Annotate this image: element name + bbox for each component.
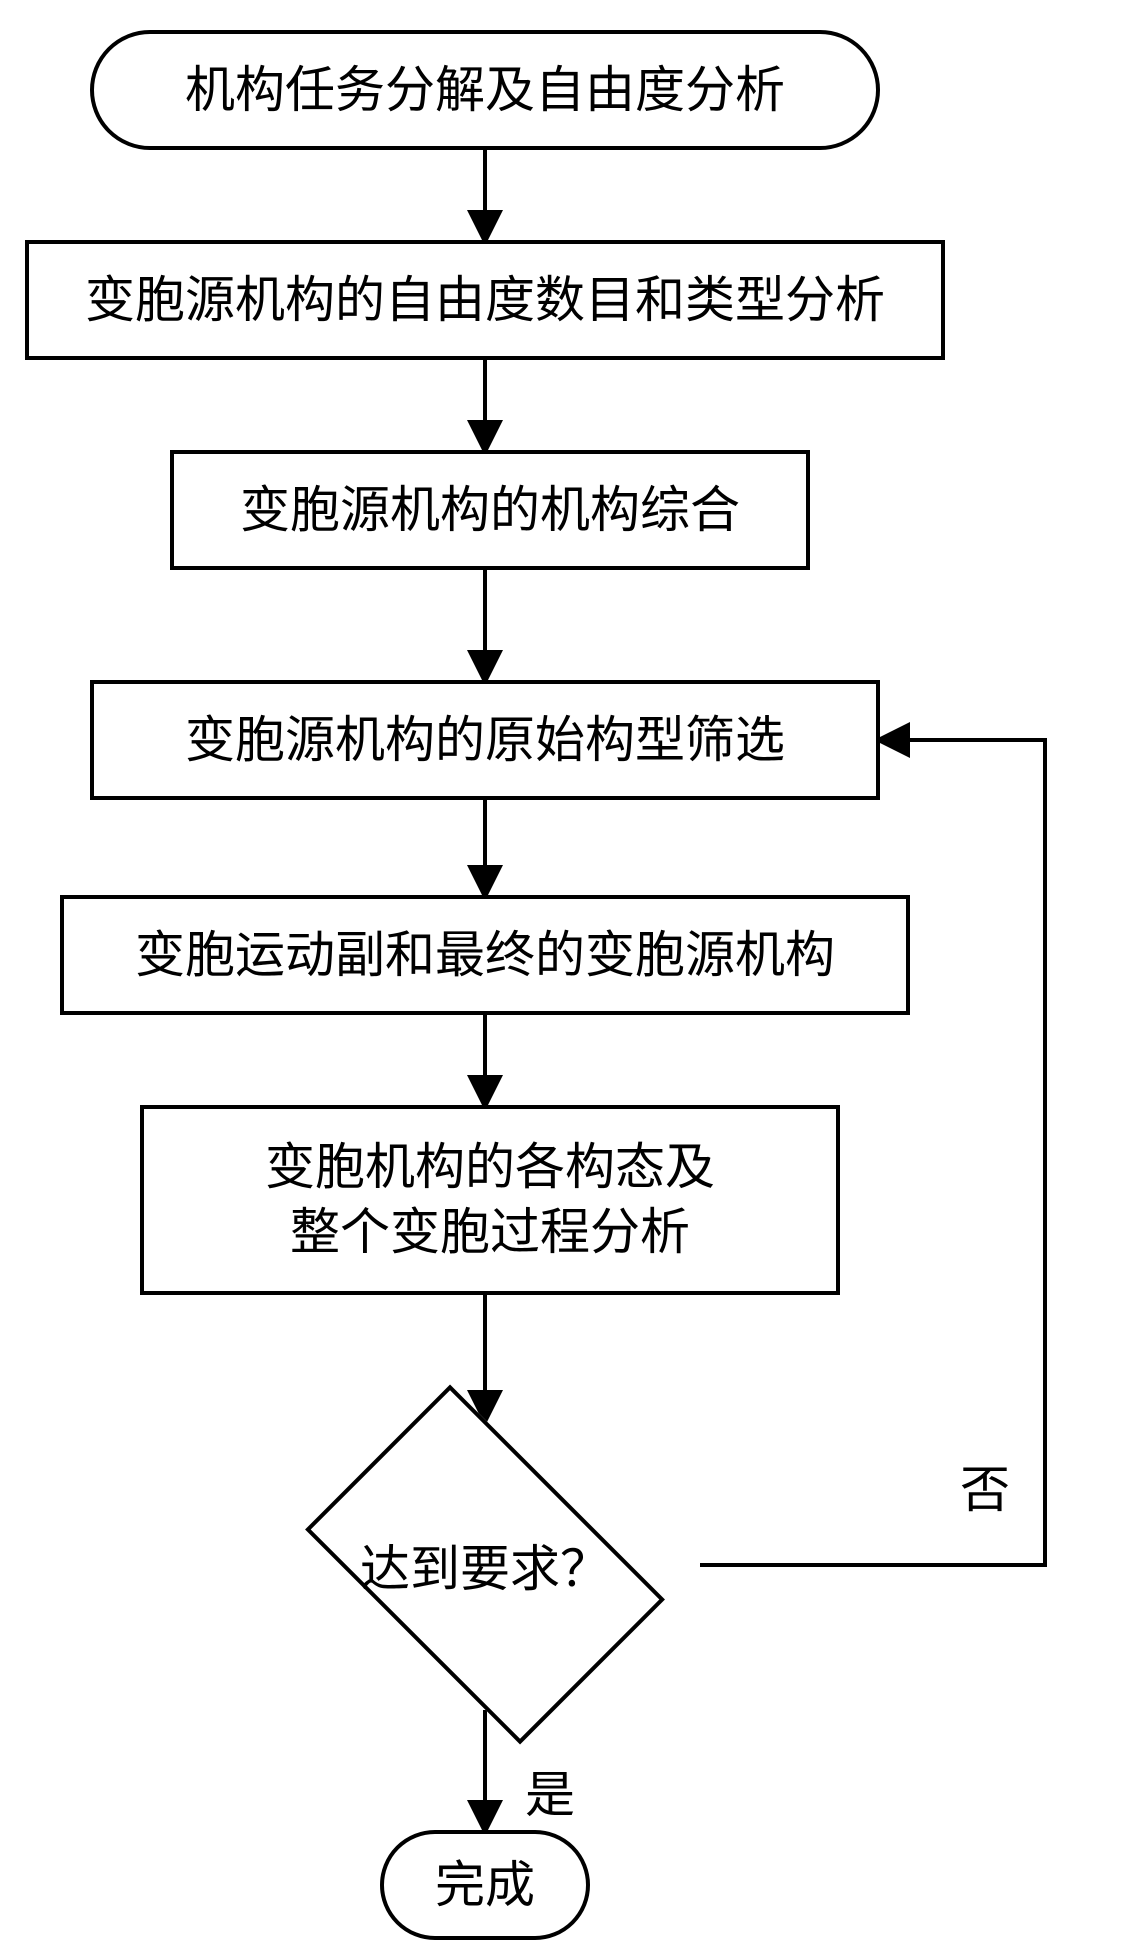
node-label: 完成: [435, 1853, 535, 1918]
node-label: 变胞源机构的机构综合: [240, 478, 740, 543]
process-node: 变胞源机构的机构综合: [170, 450, 810, 570]
edge-label: 否: [960, 1450, 1010, 1522]
node-label: 变胞源机构的自由度数目和类型分析: [85, 268, 885, 333]
decision-node: 达到要求？: [270, 1420, 700, 1710]
decision-label: 达到要求？: [360, 1529, 610, 1601]
process-node: 变胞源机构的自由度数目和类型分析: [25, 240, 945, 360]
edge-label: 是: [525, 1755, 575, 1827]
flowchart-canvas: 机构任务分解及自由度分析变胞源机构的自由度数目和类型分析变胞源机构的机构综合变胞…: [0, 0, 1140, 1958]
process-node: 变胞机构的各构态及 整个变胞过程分析: [140, 1105, 840, 1295]
node-label: 变胞运动副和最终的变胞源机构: [135, 923, 835, 988]
process-node: 变胞源机构的原始构型筛选: [90, 680, 880, 800]
terminal-node: 完成: [380, 1830, 590, 1940]
node-label: 变胞机构的各构态及 整个变胞过程分析: [265, 1135, 715, 1265]
node-label: 变胞源机构的原始构型筛选: [185, 708, 785, 773]
node-label: 机构任务分解及自由度分析: [185, 58, 785, 123]
start-node: 机构任务分解及自由度分析: [90, 30, 880, 150]
process-node: 变胞运动副和最终的变胞源机构: [60, 895, 910, 1015]
